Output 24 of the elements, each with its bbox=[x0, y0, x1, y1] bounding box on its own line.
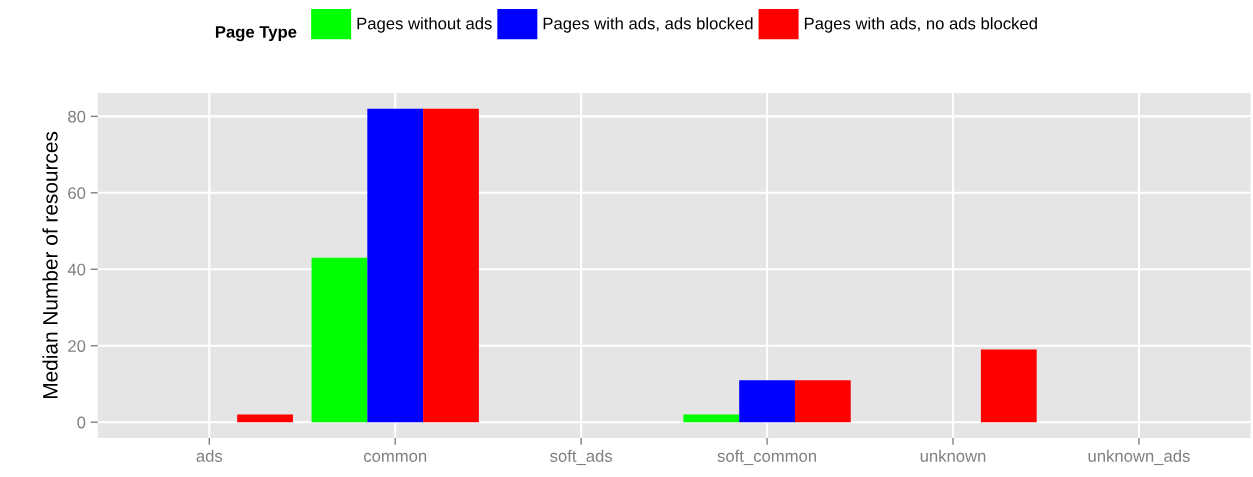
bar bbox=[237, 414, 293, 423]
y-tick-label: 40 bbox=[67, 263, 86, 276]
y-tick-label: 80 bbox=[68, 110, 86, 123]
bar bbox=[739, 380, 795, 423]
legend-label: Pages without ads bbox=[357, 17, 492, 33]
legend-label: Pages with ads, ads blocked bbox=[543, 17, 753, 33]
y-tick-label: 60 bbox=[68, 187, 86, 200]
x-tick-label: unknown_ads bbox=[1088, 449, 1190, 466]
x-tick-label: unknown bbox=[920, 449, 986, 462]
x-tick-label: common bbox=[363, 452, 427, 462]
y-tick-label: 20 bbox=[68, 340, 86, 352]
bar bbox=[683, 414, 740, 423]
y-tick-label: 0 bbox=[77, 416, 86, 429]
y-axis-title: Median Number of resources bbox=[42, 131, 58, 399]
bar bbox=[794, 380, 851, 423]
bar bbox=[423, 108, 479, 423]
x-tick-label: ads bbox=[196, 449, 223, 462]
x-tick-label: soft_ads bbox=[550, 449, 613, 466]
x-tick-label: soft_common bbox=[717, 449, 817, 466]
bar bbox=[367, 108, 424, 423]
bar bbox=[980, 349, 1037, 423]
legend-label: Pages with ads, no ads blocked bbox=[804, 17, 1037, 33]
bar bbox=[311, 257, 368, 423]
legend-title: Page Type bbox=[215, 26, 297, 42]
